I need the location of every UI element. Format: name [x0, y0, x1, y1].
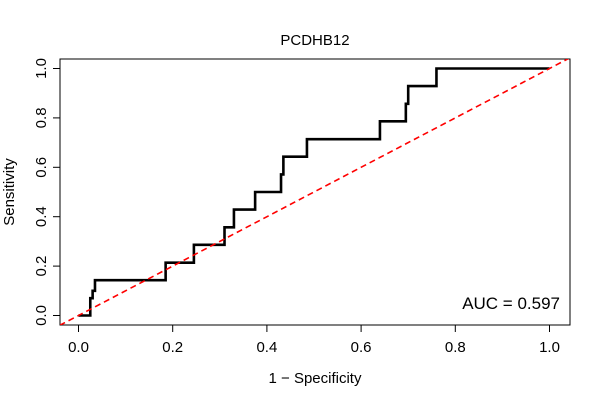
x-axis: 0.0 0.2 0.4 0.6 0.8 1.0 — [68, 324, 560, 356]
y-tick-label: 1.0 — [33, 58, 50, 79]
y-axis: 0.0 0.2 0.4 0.6 0.8 1.0 — [33, 58, 61, 326]
x-tick-label: 0.4 — [256, 339, 277, 356]
x-tick-label: 0.6 — [351, 339, 372, 356]
y-axis-label: Sensitivity — [1, 158, 18, 226]
x-tick-label: 0.0 — [68, 339, 89, 356]
roc-curve-line — [78, 67, 550, 317]
plot-frame — [59, 58, 571, 326]
chance-line — [60, 59, 569, 325]
y-tick-label: 0.0 — [33, 305, 50, 326]
y-tick-label: 0.2 — [33, 256, 50, 277]
y-tick-label: 0.4 — [33, 206, 50, 227]
y-tick-label: 0.8 — [33, 107, 50, 128]
plot-area — [60, 59, 569, 325]
x-tick-label: 0.2 — [162, 339, 183, 356]
auc-annotation: AUC = 0.597 — [462, 294, 560, 313]
x-tick-label: 1.0 — [539, 339, 560, 356]
chart-title: PCDHB12 — [280, 32, 349, 49]
x-tick-label: 0.8 — [445, 339, 466, 356]
y-tick-label: 0.6 — [33, 157, 50, 178]
x-axis-label: 1 − Specificity — [269, 370, 362, 387]
